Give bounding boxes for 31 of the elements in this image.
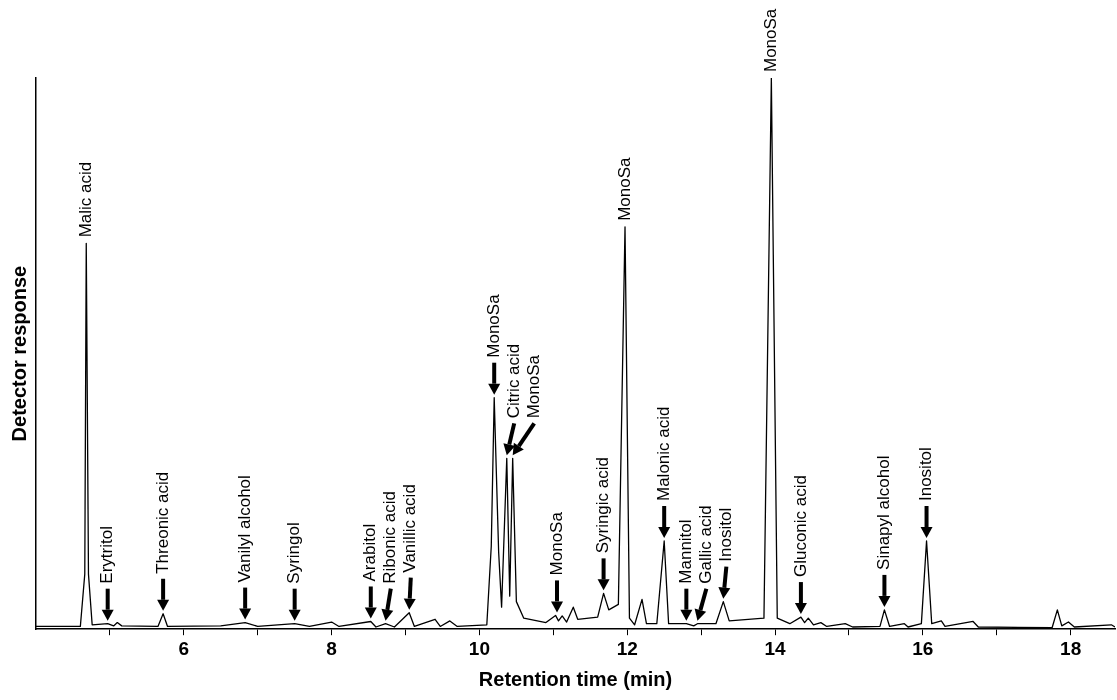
x-tick-label: 8	[326, 637, 337, 659]
y-axis-title: Detector response	[7, 265, 30, 442]
x-tick-label: 6	[178, 637, 190, 659]
x-axis-title: Retention time (min)	[478, 667, 673, 690]
annotation: Syringic acid	[593, 457, 613, 554]
annotation: Malonic acid	[653, 406, 673, 502]
annotation: Sinapyl alcohol	[874, 455, 894, 570]
annotation: Citric acid	[503, 343, 523, 419]
annotation: Gluconic acid	[790, 475, 810, 578]
x-tick-label: 14	[764, 637, 787, 659]
annotation: Arabitol	[360, 523, 380, 582]
annotation: Inositol	[916, 447, 936, 502]
x-tick-label: 12	[616, 637, 638, 659]
annotation: MonoSa	[523, 354, 543, 419]
annotation: Erytritol	[97, 526, 117, 584]
annotation: MonoSa	[546, 511, 566, 576]
annotation: MonoSa	[761, 8, 781, 72]
annotation: Vanilyl alcohol	[234, 475, 254, 583]
annotation: Malic acid	[75, 161, 95, 238]
x-tick-label: 18	[1060, 637, 1082, 659]
annotation: Syringol	[284, 522, 304, 584]
annotation: MonoSa	[614, 156, 634, 221]
annotation: Inositol	[716, 507, 736, 562]
annotation: Mannitol	[676, 519, 696, 584]
annotation: Threonic acid	[152, 471, 172, 574]
annotation: Ribonic acid	[380, 491, 400, 584]
x-tick-label: 10	[468, 637, 490, 659]
annotation: Vanillic acid	[400, 484, 420, 573]
x-tick-label: 16	[912, 637, 934, 659]
annotation: Gallic acid	[696, 505, 716, 584]
annotation: MonoSa	[483, 293, 503, 358]
